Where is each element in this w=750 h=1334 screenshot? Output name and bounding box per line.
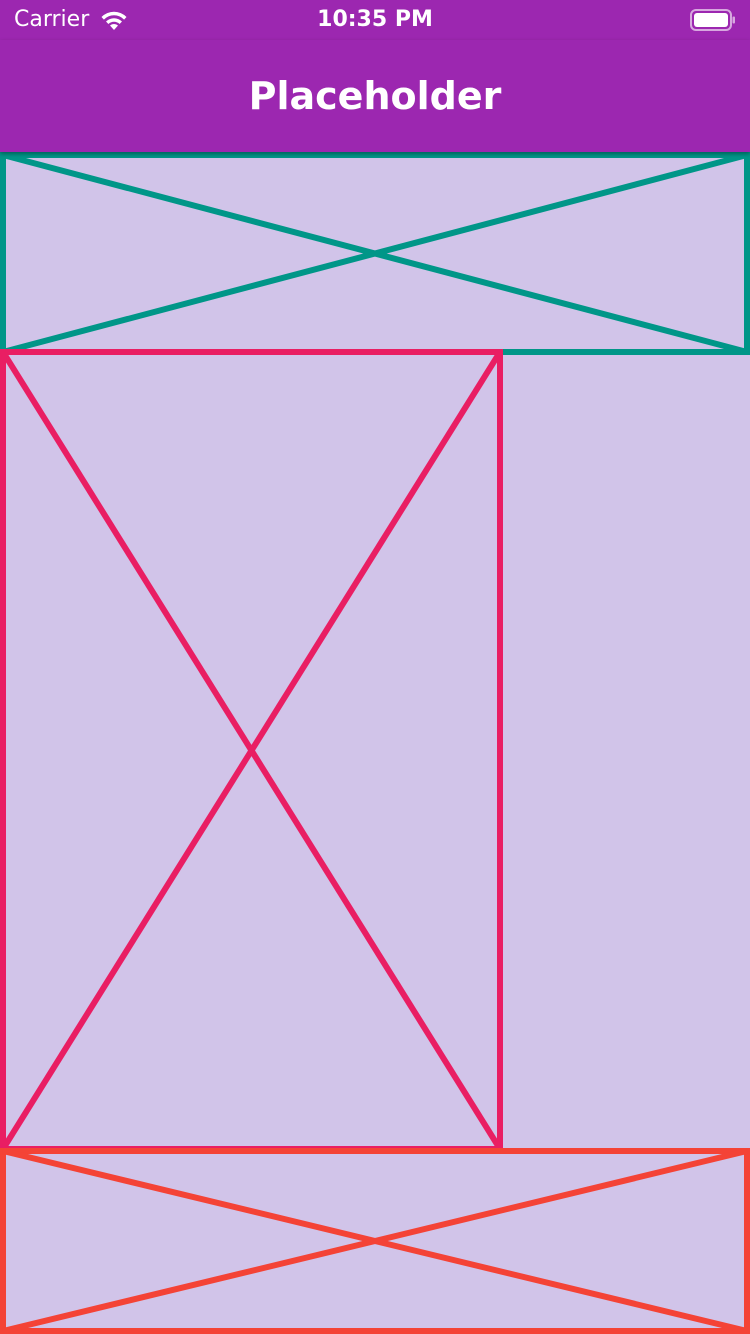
app-bar: Placeholder [0,40,750,152]
status-time: 10:35 PM [317,7,433,32]
placeholder-area [0,152,750,1334]
bottom-placeholder [0,1148,750,1334]
status-bar: Carrier 10:35 PM [0,0,750,40]
page-title: Placeholder [248,74,502,118]
middle-placeholder [0,349,503,1152]
battery-icon [690,9,735,31]
carrier-group: Carrier [14,6,129,34]
wifi-icon [101,11,127,30]
top-placeholder [0,152,750,355]
carrier-label: Carrier [14,7,90,32]
